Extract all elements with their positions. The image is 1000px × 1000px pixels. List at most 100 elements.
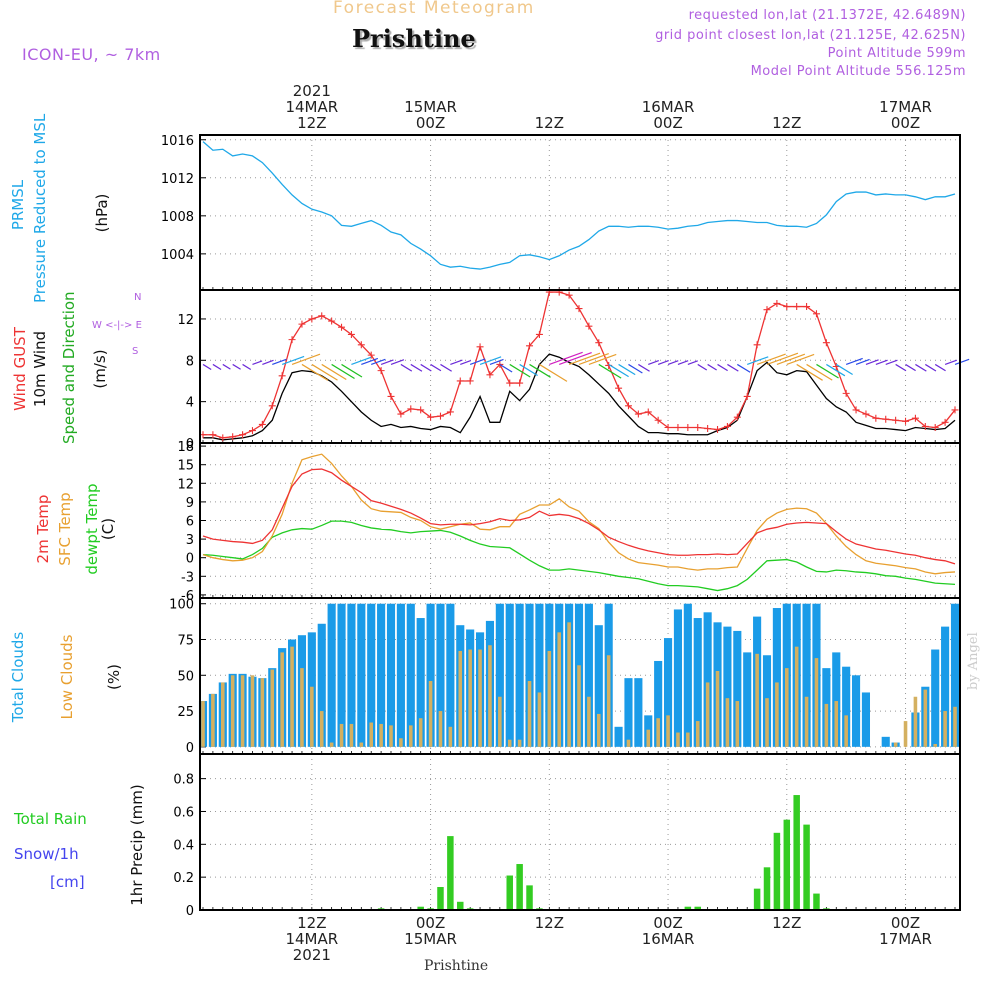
wind-arrow bbox=[351, 356, 372, 365]
top-time-label: 16MAR bbox=[642, 98, 695, 116]
wind-arrow bbox=[806, 363, 833, 381]
total-clouds-bar bbox=[584, 603, 593, 747]
y-tick-label: 12 bbox=[177, 477, 194, 492]
gust-line-marker bbox=[308, 315, 316, 323]
total-clouds-bar bbox=[406, 603, 415, 747]
top-time-label: 12Z bbox=[297, 114, 326, 132]
wind-arrow bbox=[400, 363, 413, 372]
grid-coords: grid point closest lon,lat (21.125E, 42.… bbox=[655, 28, 966, 43]
low-clouds-bar bbox=[478, 649, 482, 747]
total-clouds-bar bbox=[525, 603, 534, 747]
gust-line-marker bbox=[773, 299, 781, 307]
wind-arrow bbox=[885, 359, 898, 365]
wind-arrow bbox=[321, 363, 347, 380]
low-clouds-bar bbox=[369, 722, 373, 747]
gust-line-marker bbox=[684, 423, 692, 431]
low-clouds-bar bbox=[399, 738, 403, 747]
gust-line-marker bbox=[239, 431, 247, 439]
gust-line-marker bbox=[615, 384, 623, 392]
top-time-label: 17MAR bbox=[879, 98, 932, 116]
top-time-label: 00Z bbox=[653, 114, 682, 132]
gust-line-marker bbox=[644, 408, 652, 416]
wind-arrow bbox=[301, 363, 329, 381]
wind-arrow bbox=[341, 363, 363, 378]
low-clouds-bar bbox=[498, 696, 502, 747]
total-clouds-bar bbox=[842, 666, 851, 747]
gust-line-marker bbox=[852, 406, 860, 414]
wind-arrow bbox=[578, 353, 609, 365]
precip-bar bbox=[457, 901, 464, 910]
gust-line-marker bbox=[219, 434, 227, 442]
wind-arrow bbox=[677, 360, 689, 365]
low-clouds-bar bbox=[359, 742, 364, 747]
total-clouds-bar bbox=[426, 603, 435, 747]
low-clouds-bar bbox=[230, 675, 235, 747]
gust-line-marker bbox=[466, 377, 474, 385]
bottom-location-label: Prishtine bbox=[424, 958, 489, 974]
y-tick-label: 0.4 bbox=[173, 838, 194, 853]
gust-line-marker bbox=[377, 367, 385, 375]
total-clouds-bar bbox=[377, 603, 386, 747]
total-clouds-bar bbox=[663, 638, 673, 747]
y-tick-label: 50 bbox=[177, 669, 194, 684]
low-clouds-bar bbox=[418, 718, 423, 747]
low-clouds-bar bbox=[597, 713, 601, 747]
total-clouds-bar bbox=[683, 603, 692, 747]
gust-line-marker bbox=[486, 371, 494, 379]
dewpt-line bbox=[202, 520, 956, 592]
low-clouds-bar bbox=[280, 652, 284, 747]
gust-line-marker bbox=[585, 322, 593, 330]
wind-arrow bbox=[776, 353, 806, 365]
low-clouds-bar bbox=[705, 682, 710, 747]
gust-line-marker bbox=[229, 433, 237, 441]
gust-line-marker bbox=[506, 379, 514, 387]
gust-line-marker bbox=[733, 413, 741, 421]
y-tick-label: -6 bbox=[181, 589, 194, 604]
low-clouds-bar bbox=[913, 696, 918, 747]
wind-arrow bbox=[717, 363, 728, 372]
wind-arrow bbox=[737, 363, 751, 373]
precip-bar bbox=[753, 888, 761, 910]
total-clouds-bar bbox=[693, 618, 702, 747]
wind-arrow bbox=[588, 353, 617, 365]
y-tick-label: 25 bbox=[177, 705, 194, 720]
gust-line-marker bbox=[892, 416, 900, 424]
gust-line-marker bbox=[704, 425, 712, 433]
low-clouds-bar bbox=[300, 668, 304, 747]
wind-arrow bbox=[875, 359, 888, 365]
wind-arrow bbox=[796, 363, 823, 381]
low-clouds-bar bbox=[903, 721, 908, 747]
wind-arrow bbox=[895, 363, 907, 372]
wind-arrow bbox=[361, 357, 379, 365]
bottom-time-label: 00Z bbox=[416, 914, 445, 932]
precip-bar bbox=[694, 906, 701, 910]
wind-arrow bbox=[509, 363, 531, 378]
low-clouds-bar bbox=[567, 622, 571, 747]
gust-line-marker bbox=[496, 360, 504, 368]
wind-arrow bbox=[816, 363, 839, 379]
total-clouds-bar bbox=[357, 603, 366, 747]
wind-arrow bbox=[756, 353, 786, 365]
wind-arrow bbox=[786, 353, 815, 365]
total-clouds-bar bbox=[337, 603, 346, 747]
low-clouds-bar bbox=[507, 739, 512, 747]
point-altitude: Point Altitude 599m bbox=[827, 46, 966, 61]
y-tick-label: 8 bbox=[186, 354, 194, 369]
low-clouds-bar bbox=[349, 723, 354, 747]
precip-bar bbox=[447, 836, 454, 910]
gust-line-marker bbox=[328, 317, 336, 325]
wind-arrow bbox=[727, 363, 739, 372]
y-tick-label: 1004 bbox=[161, 248, 194, 263]
wind-arrow bbox=[460, 360, 471, 365]
total-clouds-bar bbox=[317, 623, 326, 747]
gust-line-marker bbox=[882, 415, 890, 423]
total-clouds-bar bbox=[743, 652, 752, 747]
wind-arrow bbox=[915, 363, 927, 372]
gust-line-marker bbox=[743, 392, 751, 400]
wind-arrow bbox=[618, 363, 636, 376]
wind-arrow bbox=[905, 363, 916, 372]
precip-bar bbox=[803, 824, 810, 910]
low-clouds-bar bbox=[270, 669, 275, 747]
low-clouds-bar bbox=[468, 649, 472, 747]
wind-arrow bbox=[766, 352, 799, 365]
